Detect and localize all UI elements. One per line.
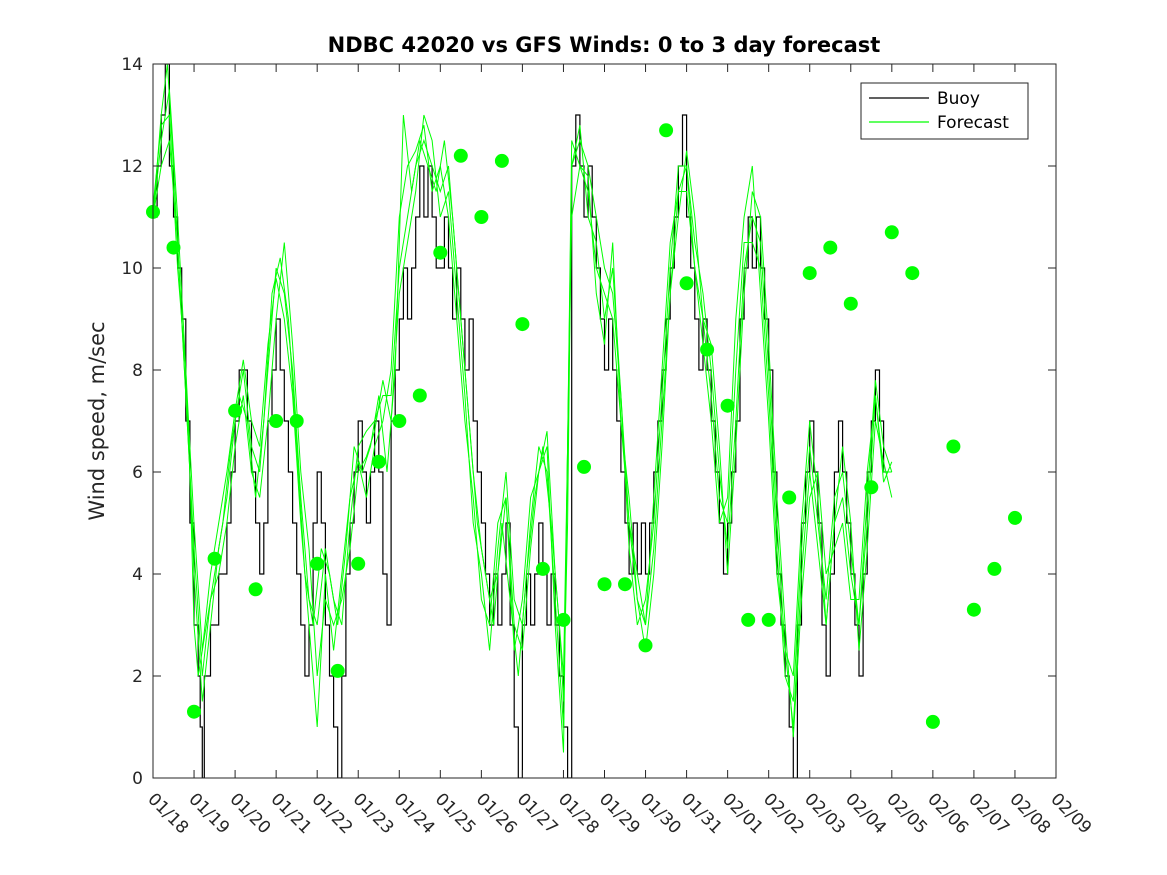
forecast-marker-43 bbox=[1008, 510, 1022, 525]
forecast-marker-35 bbox=[843, 296, 858, 311]
forecast-marker-12 bbox=[371, 454, 386, 469]
legend-box bbox=[860, 82, 1029, 140]
forecast-marker-3 bbox=[187, 704, 201, 719]
forecast-marker-2 bbox=[166, 240, 181, 255]
forecast-marker-23 bbox=[597, 577, 612, 592]
forecast-line-2 bbox=[153, 89, 893, 702]
forecast-marker-16 bbox=[453, 148, 468, 163]
chart-title: NDBC 42020 vs GFS Winds: 0 to 3 day fore… bbox=[328, 33, 881, 57]
forecast-marker-19 bbox=[515, 317, 530, 332]
legend-buoy-label: Buoy bbox=[937, 89, 980, 109]
forecast-marker-34 bbox=[823, 240, 838, 255]
forecast-marker-37 bbox=[884, 225, 899, 240]
forecast-marker-39 bbox=[925, 714, 940, 729]
y-tick-label: 14 bbox=[121, 55, 143, 75]
forecast-marker-33 bbox=[802, 266, 817, 281]
forecast-marker-20 bbox=[535, 561, 550, 576]
forecast-marker-24 bbox=[618, 577, 632, 592]
forecast-series bbox=[153, 64, 893, 753]
forecast-marker-13 bbox=[392, 414, 407, 428]
forecast-line-4 bbox=[153, 113, 893, 753]
forecast-marker-38 bbox=[905, 266, 920, 281]
forecast-marker-32 bbox=[782, 490, 797, 505]
forecast-marker-18 bbox=[494, 153, 509, 168]
forecast-marker-27 bbox=[679, 276, 694, 291]
y-tick-label: 12 bbox=[121, 157, 143, 177]
legend: Buoy Forecast bbox=[860, 82, 1029, 140]
forecast-markers bbox=[146, 123, 1022, 729]
forecast-marker-22 bbox=[577, 459, 591, 474]
forecast-line-3 bbox=[153, 114, 893, 728]
forecast-marker-21 bbox=[556, 612, 571, 627]
y-tick-label: 10 bbox=[121, 259, 143, 279]
y-tick-label: 0 bbox=[132, 769, 143, 789]
forecast-marker-31 bbox=[761, 612, 776, 627]
forecast-marker-29 bbox=[720, 398, 735, 413]
forecast-marker-8 bbox=[289, 414, 304, 428]
forecast-marker-41 bbox=[966, 602, 981, 617]
forecast-marker-5 bbox=[228, 403, 243, 418]
forecast-marker-36 bbox=[864, 480, 879, 495]
forecast-marker-42 bbox=[987, 561, 1002, 576]
y-tick-label: 8 bbox=[132, 361, 143, 381]
forecast-marker-40 bbox=[946, 439, 961, 454]
y-tick-label: 4 bbox=[132, 565, 143, 585]
forecast-marker-9 bbox=[310, 556, 325, 571]
forecast-marker-15 bbox=[433, 245, 448, 260]
forecast-marker-10 bbox=[330, 663, 345, 678]
y-axis: 0 2 4 6 8 10 12 14 bbox=[121, 55, 1056, 789]
forecast-marker-26 bbox=[659, 123, 674, 138]
forecast-marker-17 bbox=[474, 210, 489, 224]
forecast-marker-11 bbox=[351, 556, 366, 571]
forecast-marker-14 bbox=[412, 388, 427, 403]
y-axis-label: Wind speed, m/sec bbox=[85, 321, 109, 520]
legend-forecast-label: Forecast bbox=[937, 113, 1009, 133]
forecast-marker-30 bbox=[741, 612, 756, 627]
y-tick-label: 6 bbox=[132, 463, 143, 483]
forecast-marker-4 bbox=[207, 551, 222, 566]
y-tick-label: 2 bbox=[132, 667, 143, 687]
forecast-marker-7 bbox=[269, 414, 284, 428]
forecast-marker-25 bbox=[638, 638, 653, 653]
forecast-marker-6 bbox=[248, 582, 263, 597]
forecast-marker-28 bbox=[700, 342, 715, 357]
